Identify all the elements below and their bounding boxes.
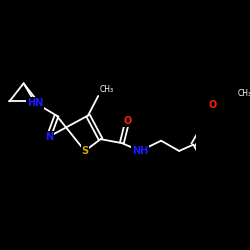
Text: NH: NH [132,146,148,156]
Text: N: N [45,132,53,142]
Text: S: S [81,146,88,156]
Text: O: O [208,100,216,110]
Text: CH₃: CH₃ [100,84,114,94]
Text: CH₃: CH₃ [237,89,250,98]
Text: HN: HN [27,98,44,108]
Text: O: O [123,116,132,126]
